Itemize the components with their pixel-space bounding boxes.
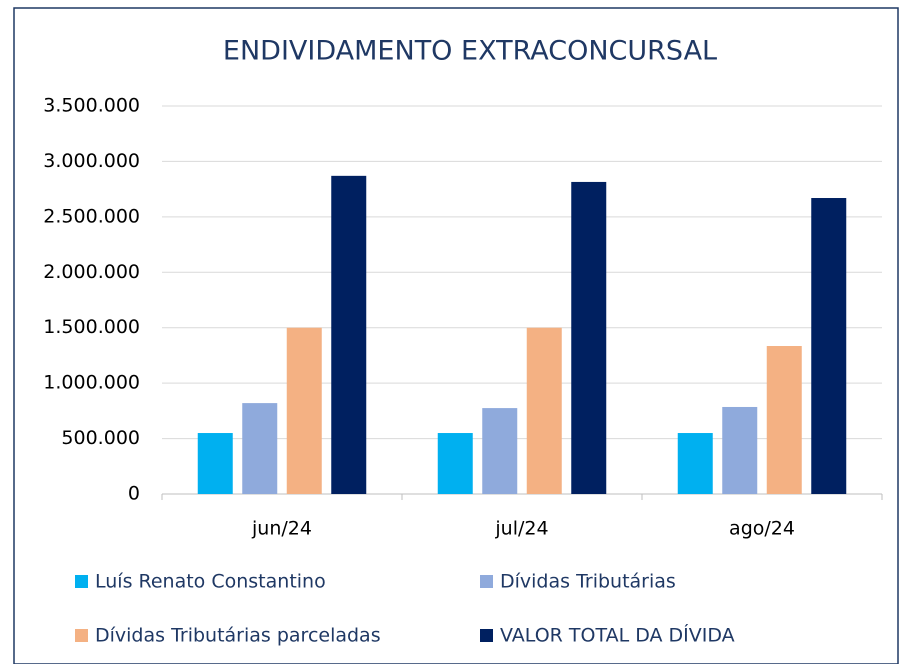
bar xyxy=(286,327,322,494)
chart-frame xyxy=(13,7,899,665)
legend-swatch xyxy=(75,629,88,642)
bar xyxy=(437,433,473,494)
bar xyxy=(677,433,713,494)
bar xyxy=(331,175,367,494)
bar xyxy=(571,181,607,495)
bar xyxy=(722,406,758,494)
legend-swatch xyxy=(480,629,493,642)
y-tick-label: 500.000 xyxy=(61,427,140,449)
legend-swatch xyxy=(75,575,88,588)
y-tick-label: 2.500.000 xyxy=(43,205,140,227)
legend-label: Luís Renato Constantino xyxy=(95,571,326,593)
bar xyxy=(197,433,233,494)
x-tick-label: jul/24 xyxy=(494,518,548,540)
legend-label: Dívidas Tributárias xyxy=(500,571,676,593)
y-tick-label: 0 xyxy=(128,483,140,505)
bar xyxy=(811,198,847,495)
legend-label: Dívidas Tributárias parceladas xyxy=(95,625,381,647)
bar xyxy=(242,403,278,494)
x-tick-label: jun/24 xyxy=(251,518,312,540)
bar xyxy=(526,327,562,494)
y-tick-label: 3.000.000 xyxy=(43,150,140,172)
bar xyxy=(766,346,802,494)
legend-label: VALOR TOTAL DA DÍVIDA xyxy=(500,624,735,647)
y-tick-label: 2.000.000 xyxy=(43,261,140,283)
y-tick-label: 1.000.000 xyxy=(43,372,140,394)
chart-title: ENDIVIDAMENTO EXTRACONCURSAL xyxy=(223,36,717,67)
x-tick-label: ago/24 xyxy=(729,518,795,540)
y-tick-label: 1.500.000 xyxy=(43,316,140,338)
y-tick-label: 3.500.000 xyxy=(43,95,140,117)
bar xyxy=(482,408,518,494)
legend-swatch xyxy=(480,575,493,588)
